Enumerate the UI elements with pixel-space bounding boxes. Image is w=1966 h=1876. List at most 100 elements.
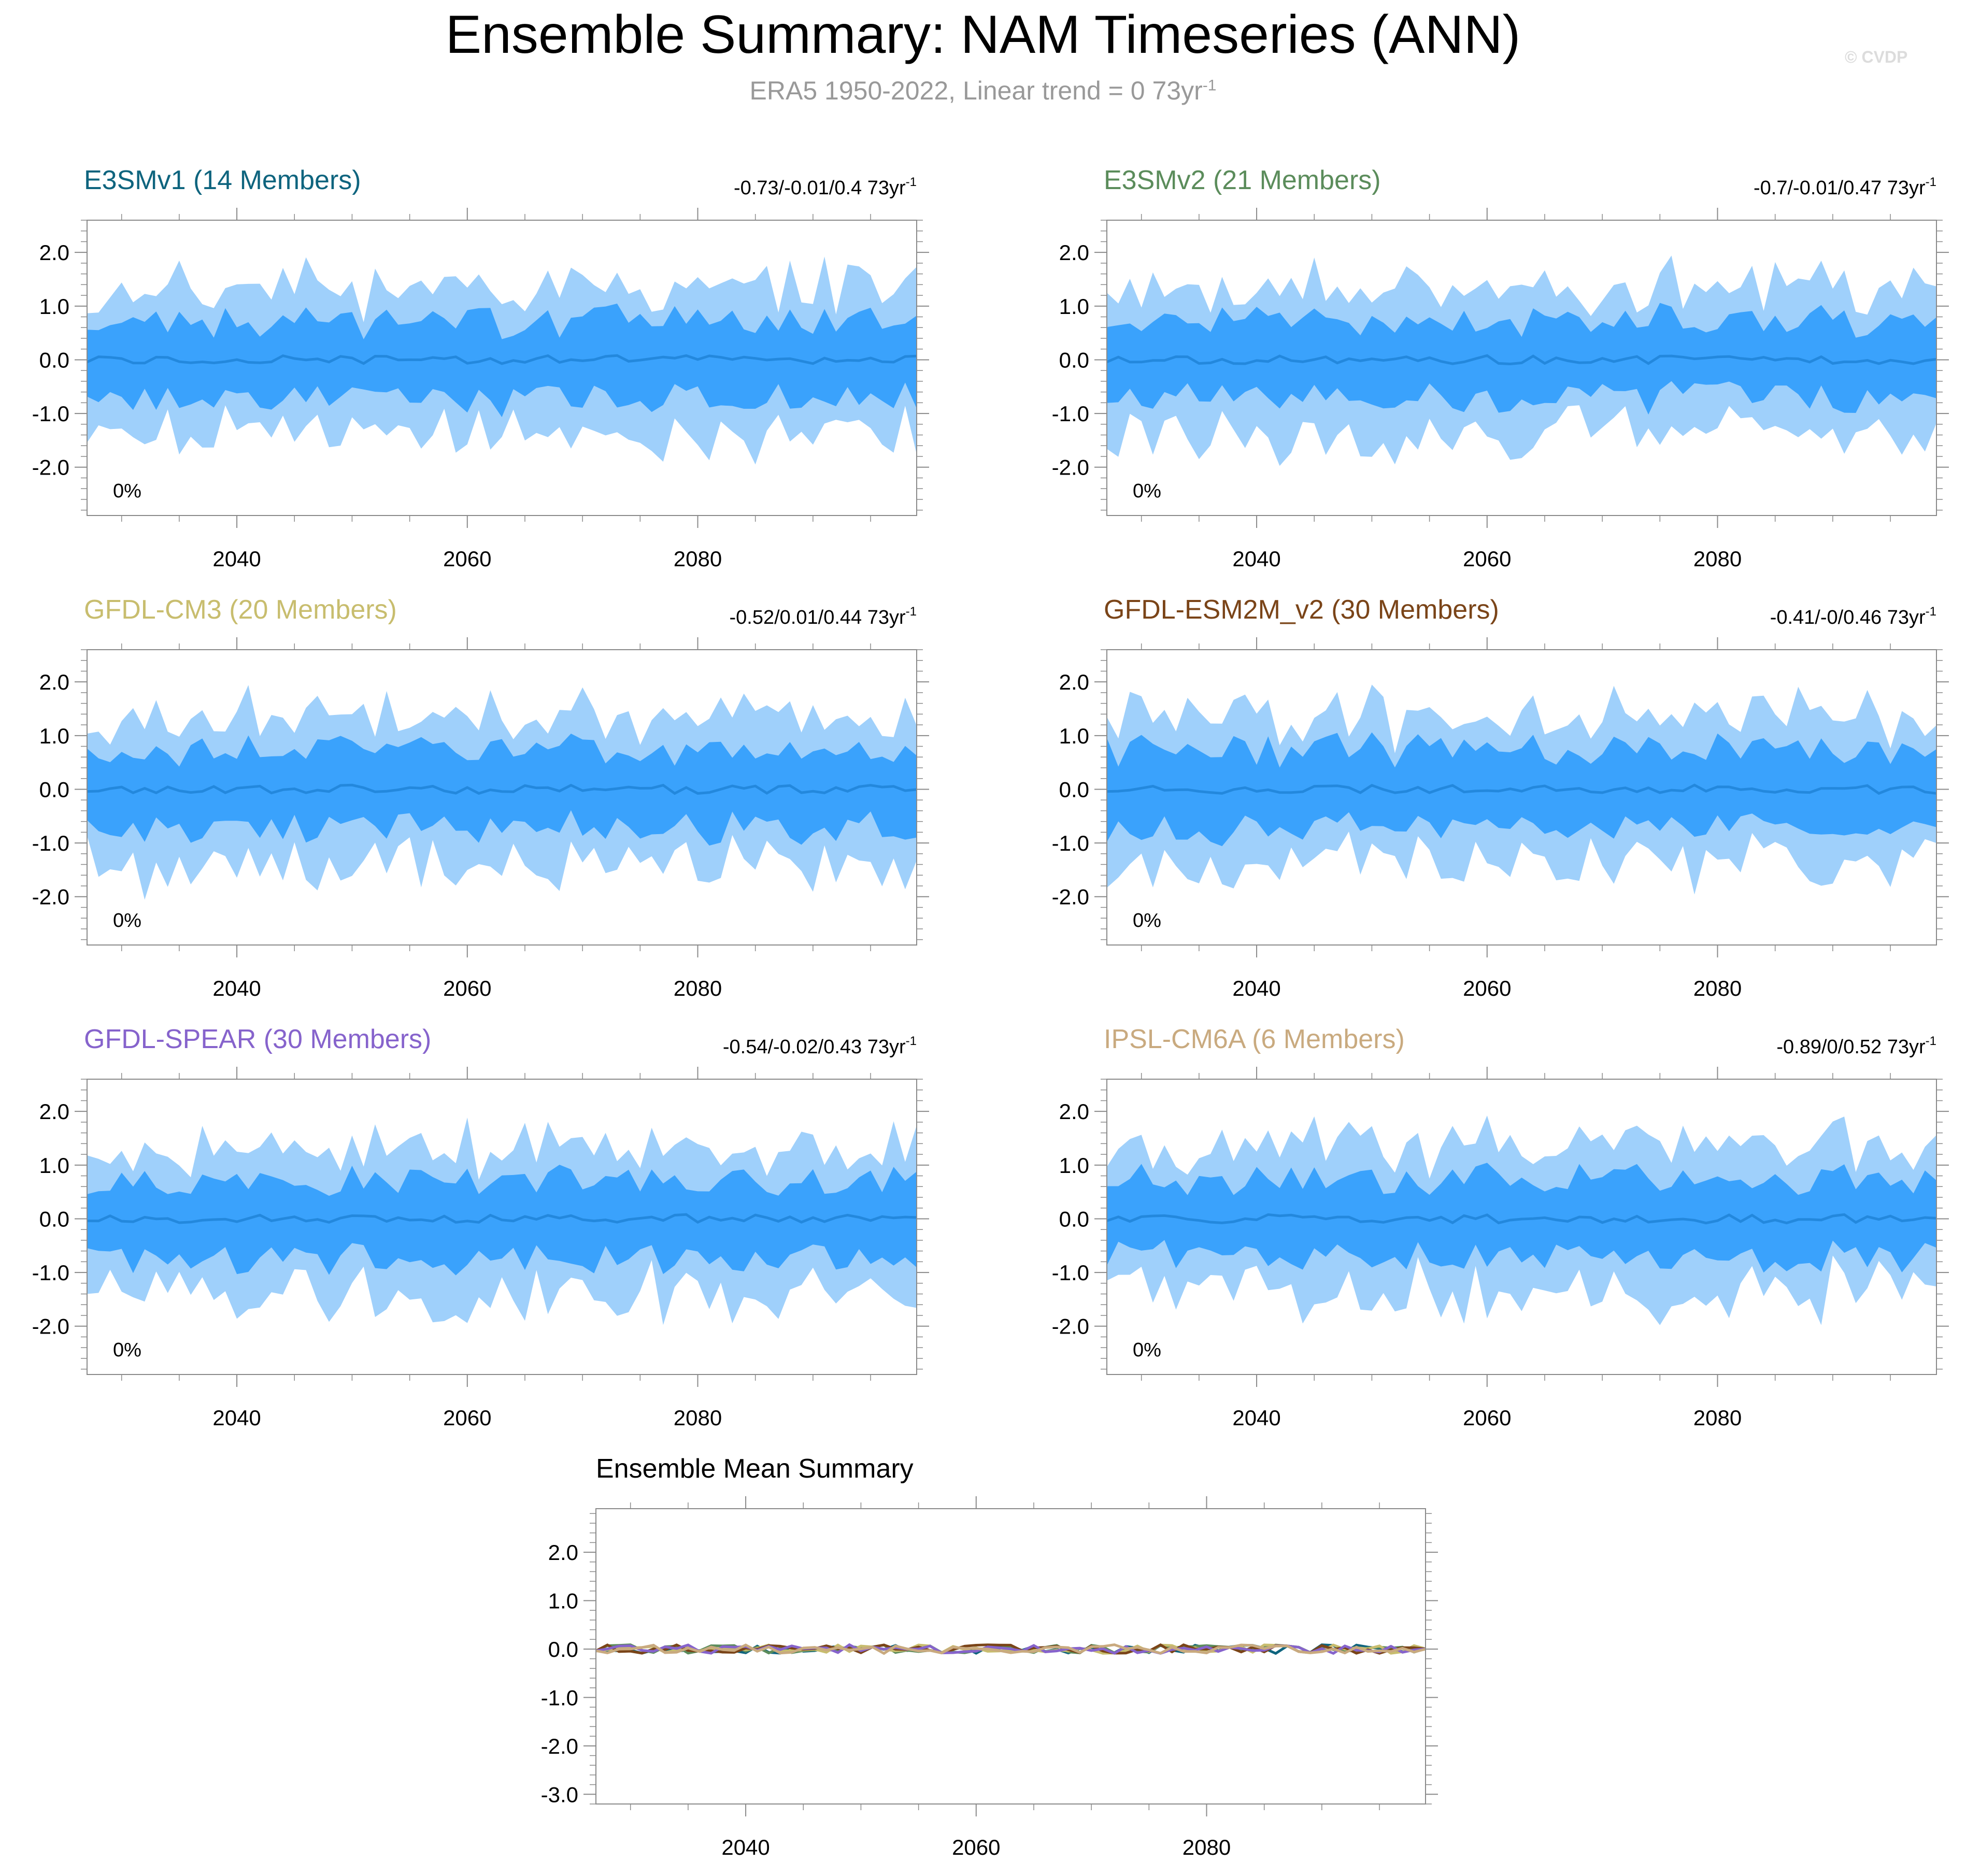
panel-data-area — [1107, 684, 1936, 895]
x-tick-label: 2080 — [1693, 547, 1742, 571]
y-tick-label: -1.0 — [32, 402, 69, 426]
panel-title: IPSL-CM6A (6 Members) — [1104, 1024, 1405, 1054]
panel-data-area — [1107, 1115, 1936, 1325]
y-tick-label: -2.0 — [32, 1314, 69, 1339]
y-tick-label: 2.0 — [1059, 1099, 1089, 1124]
chart-panel-2: GFDL-CM3 (20 Members) -0.52/0.01/0.44 73y… — [32, 595, 929, 1000]
panel-frame — [87, 220, 917, 516]
panel-trend-label: -0.41/-0/0.46 73yr-1 — [1770, 605, 1936, 628]
x-tick-label: 2080 — [1693, 976, 1742, 1000]
panel-frame — [595, 1508, 1426, 1805]
panel-data-area — [596, 1643, 1426, 1655]
panel-frame — [87, 649, 917, 946]
y-tick-label: 2.0 — [548, 1540, 578, 1565]
x-tick-label: 2060 — [443, 547, 491, 571]
ensemble-mean-line — [87, 783, 917, 795]
y-tick-label: 0.0 — [1059, 348, 1089, 372]
panel-data-area — [87, 256, 917, 465]
y-tick-label: -2.0 — [32, 885, 69, 909]
chart-panel-4: GFDL-SPEAR (30 Members) -0.54/-0.02/0.43 … — [32, 1024, 929, 1430]
y-tick-label: -3.0 — [541, 1782, 578, 1807]
y-tick-label: 1.0 — [39, 724, 69, 748]
panel-frame — [1106, 1079, 1937, 1375]
panel-title: GFDL-SPEAR (30 Members) — [84, 1024, 431, 1054]
y-tick-label: 2.0 — [39, 670, 69, 694]
panel-trend-label: -0.52/0.01/0.44 73yr-1 — [730, 605, 917, 628]
panel-percent-label: 0% — [1133, 910, 1161, 932]
inner-spread-band — [1107, 303, 1936, 415]
x-tick-label: 2080 — [1693, 1406, 1742, 1430]
y-tick-label: 1.0 — [1059, 294, 1089, 319]
y-tick-label: -1.0 — [1052, 402, 1089, 426]
x-tick-label: 2040 — [212, 547, 261, 571]
y-tick-label: 2.0 — [1059, 240, 1089, 265]
y-tick-label: 0.0 — [39, 348, 69, 372]
y-tick-label: 0.0 — [1059, 1207, 1089, 1231]
subtitle-text: ERA5 1950-2022, Linear trend = 0 73yr — [749, 76, 1203, 105]
inner-spread-band — [1107, 732, 1936, 847]
x-tick-label: 2080 — [1183, 1835, 1231, 1859]
x-tick-label: 2060 — [1463, 547, 1511, 571]
y-tick-label: 1.0 — [39, 1153, 69, 1178]
y-tick-label: 0.0 — [39, 1207, 69, 1231]
panel-frame — [1106, 220, 1937, 516]
y-tick-label: 1.0 — [1059, 724, 1089, 748]
cvdp-watermark: © CVDP — [1845, 48, 1908, 66]
y-tick-label: -1.0 — [1052, 831, 1089, 855]
panel-percent-label: 0% — [1133, 1339, 1161, 1361]
x-tick-label: 2060 — [443, 976, 491, 1000]
chart-panel-5: IPSL-CM6A (6 Members) -0.89/0/0.52 73yr-1… — [1052, 1024, 1949, 1430]
x-tick-label: 2040 — [1232, 976, 1280, 1000]
ensemble-mean-line — [1107, 354, 1936, 366]
x-tick-label: 2060 — [443, 1406, 491, 1430]
y-tick-label: -1.0 — [541, 1685, 578, 1710]
chart-panel-1: E3SMv2 (21 Members) -0.7/-0.01/0.47 73yr-… — [1052, 165, 1949, 571]
panel-title: GFDL-CM3 (20 Members) — [84, 595, 397, 625]
y-tick-label: -1.0 — [1052, 1261, 1089, 1285]
series-line-ipsl-cm6a — [596, 1643, 1426, 1655]
panel-percent-label: 0% — [113, 1339, 141, 1361]
panel-title: GFDL-ESM2M_v2 (30 Members) — [1104, 595, 1499, 625]
x-tick-label: 2060 — [952, 1835, 1000, 1859]
x-tick-label: 2060 — [1463, 976, 1511, 1000]
panel-trend-label: -0.54/-0.02/0.43 73yr-1 — [723, 1034, 917, 1058]
panel-data-area — [1107, 255, 1936, 466]
panel-percent-label: 0% — [113, 480, 141, 502]
x-tick-label: 2080 — [674, 547, 722, 571]
panel-data-area — [87, 685, 917, 900]
chart-panel-6: Ensemble Mean Summary 2.0 1.0 0.0 -1.0 -2.0 -3… — [541, 1454, 1438, 1859]
x-tick-label: 2060 — [1463, 1406, 1511, 1430]
x-tick-label: 2040 — [212, 1406, 261, 1430]
y-tick-label: 2.0 — [39, 1099, 69, 1124]
y-tick-label: -2.0 — [1052, 1314, 1089, 1339]
x-tick-label: 2080 — [674, 976, 722, 1000]
inner-spread-band — [87, 304, 917, 418]
panel-trend-label: -0.73/-0.01/0.4 73yr-1 — [734, 175, 917, 199]
ensemble-mean-line — [1107, 783, 1936, 795]
x-tick-label: 2040 — [1232, 547, 1280, 571]
y-tick-label: 0.0 — [1059, 777, 1089, 801]
inner-spread-band — [87, 734, 917, 846]
y-tick-label: 1.0 — [548, 1589, 578, 1613]
x-tick-label: 2080 — [674, 1406, 722, 1430]
chart-panel-0: E3SMv1 (14 Members) -0.73/-0.01/0.4 73yr-… — [32, 165, 929, 571]
y-tick-label: 1.0 — [1059, 1153, 1089, 1178]
y-tick-label: -1.0 — [32, 831, 69, 855]
ensemble-mean-line — [87, 1213, 917, 1224]
panel-percent-label: 0% — [113, 910, 141, 932]
x-tick-label: 2040 — [212, 976, 261, 1000]
x-tick-label: 2040 — [1232, 1406, 1280, 1430]
y-tick-label: -2.0 — [541, 1734, 578, 1758]
panel-frame — [87, 1079, 917, 1375]
panel-title: Ensemble Mean Summary — [596, 1454, 914, 1484]
panel-frame — [1106, 649, 1937, 946]
y-tick-label: -1.0 — [32, 1261, 69, 1285]
y-tick-label: -2.0 — [1052, 885, 1089, 909]
panel-title: E3SMv1 (14 Members) — [84, 165, 361, 195]
y-tick-label: -2.0 — [1052, 455, 1089, 480]
y-tick-label: -2.0 — [32, 455, 69, 480]
y-tick-label: 1.0 — [39, 294, 69, 319]
panel-trend-label: -0.89/0/0.52 73yr-1 — [1776, 1034, 1936, 1058]
panel-title: E3SMv2 (21 Members) — [1104, 165, 1381, 195]
